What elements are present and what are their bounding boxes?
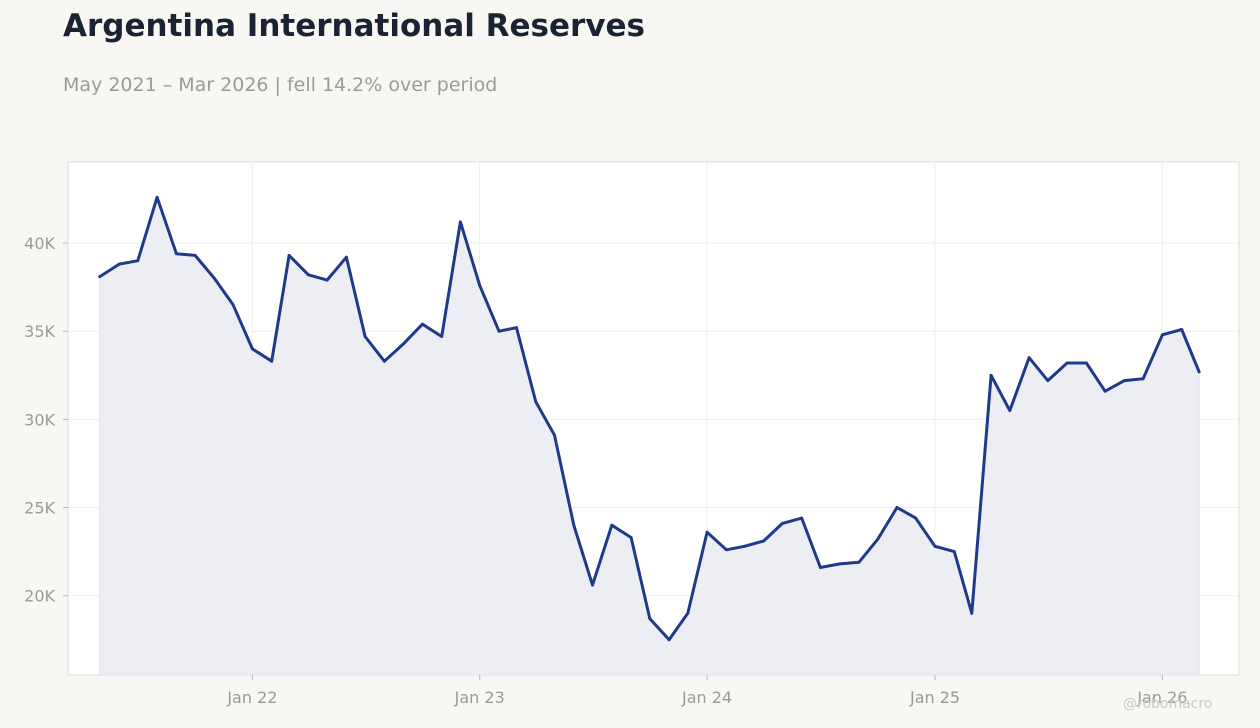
y-tick-label: 25K: [24, 499, 55, 518]
data-point: [1180, 328, 1184, 331]
data-point: [270, 359, 274, 363]
data-point: [952, 550, 956, 553]
data-point: [610, 523, 614, 527]
data-point: [459, 220, 462, 224]
data-point: [98, 275, 102, 278]
data-point: [287, 254, 291, 257]
data-point: [325, 278, 329, 282]
data-point: [838, 562, 842, 566]
data-point: [117, 262, 121, 266]
y-tick-label: 40K: [24, 234, 55, 253]
x-tick-label: Jan 24: [681, 688, 732, 707]
data-point: [231, 303, 235, 307]
data-point: [629, 536, 633, 539]
y-axis: 20K 25K 30K 35K 40K: [24, 234, 68, 606]
y-tick-label: 20K: [24, 587, 55, 606]
data-point: [970, 611, 974, 615]
chart-subtitle: May 2021 – Mar 2026 | fell 14.2% over pe…: [63, 74, 498, 96]
y-tick-label: 30K: [24, 410, 55, 429]
data-point: [876, 537, 880, 541]
chart-title: Argentina International Reserves: [63, 8, 646, 44]
data-point: [781, 522, 784, 525]
data-point: [1046, 379, 1050, 382]
data-point: [1197, 370, 1201, 374]
data-point: [914, 516, 918, 520]
data-point: [1161, 333, 1164, 337]
data-point: [497, 329, 501, 333]
data-point: [989, 373, 993, 377]
data-point: [895, 506, 899, 509]
data-point: [383, 359, 386, 363]
data-point: [705, 530, 709, 534]
data-point: [667, 638, 671, 642]
data-point: [762, 539, 766, 543]
x-tick-label: Jan 23: [454, 688, 505, 707]
data-point: [725, 548, 728, 552]
x-tick-label: Jan 22: [226, 688, 277, 707]
data-point: [193, 254, 197, 257]
data-point: [857, 560, 861, 564]
y-tick-label: 35K: [24, 322, 55, 341]
data-point: [213, 277, 216, 280]
data-point: [155, 195, 159, 199]
data-point: [440, 335, 444, 338]
data-point: [251, 347, 254, 351]
data-point: [515, 326, 518, 330]
data-point: [1141, 377, 1145, 381]
data-point: [345, 255, 348, 259]
data-point: [1103, 389, 1107, 393]
x-tick-label: Jan 25: [909, 688, 960, 707]
data-point: [819, 566, 822, 569]
data-point: [648, 617, 652, 620]
data-point: [363, 335, 367, 338]
data-point: [534, 400, 538, 404]
data-point: [686, 611, 690, 615]
data-point: [1123, 379, 1126, 382]
data-point: [1085, 361, 1088, 365]
data-point: [1008, 409, 1012, 412]
data-point: [591, 583, 594, 587]
data-point: [136, 259, 140, 263]
data-point: [1065, 361, 1069, 365]
data-point: [572, 523, 576, 527]
data-point: [402, 342, 406, 345]
x-tick-label: Jan 26: [1136, 688, 1187, 707]
x-axis: Jan 22 Jan 23 Jan 24 Jan 25 Jan 26: [226, 675, 1187, 707]
data-point: [478, 284, 482, 287]
data-point: [175, 252, 178, 256]
data-point: [553, 433, 556, 437]
data-point: [743, 544, 746, 548]
data-points: [98, 195, 1201, 642]
data-point: [1027, 356, 1031, 360]
data-point: [933, 544, 937, 548]
data-point: [421, 322, 424, 326]
watermark-text: @robomacro: [1123, 696, 1213, 712]
data-point: [800, 516, 804, 520]
data-point: [307, 273, 310, 277]
